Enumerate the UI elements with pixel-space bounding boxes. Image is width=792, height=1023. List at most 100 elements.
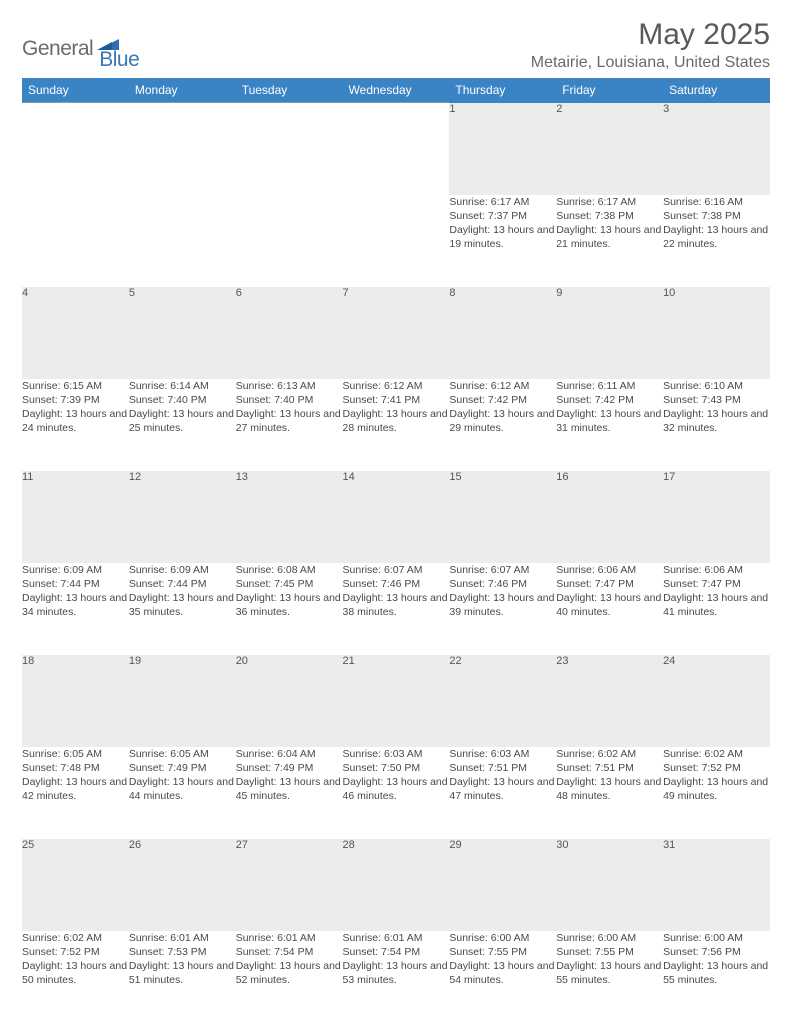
- day-number-row: 25262728293031: [22, 839, 770, 931]
- daylight-text: Daylight: 13 hours and 44 minutes.: [129, 775, 236, 803]
- sunrise-text: Sunrise: 6:01 AM: [236, 931, 343, 945]
- day-detail-cell: Sunrise: 6:13 AMSunset: 7:40 PMDaylight:…: [236, 379, 343, 471]
- day-number-cell: 28: [343, 839, 450, 931]
- daylight-text: Daylight: 13 hours and 32 minutes.: [663, 407, 770, 435]
- day-header: Saturday: [663, 78, 770, 103]
- day-detail-cell: Sunrise: 6:15 AMSunset: 7:39 PMDaylight:…: [22, 379, 129, 471]
- sunset-text: Sunset: 7:38 PM: [556, 209, 663, 223]
- day-number-cell: 5: [129, 287, 236, 379]
- day-number-cell: 24: [663, 655, 770, 747]
- sunset-text: Sunset: 7:47 PM: [556, 577, 663, 591]
- sunset-text: Sunset: 7:51 PM: [449, 761, 556, 775]
- day-detail-cell: Sunrise: 6:02 AMSunset: 7:51 PMDaylight:…: [556, 747, 663, 839]
- day-detail-cell: Sunrise: 6:12 AMSunset: 7:42 PMDaylight:…: [449, 379, 556, 471]
- daylight-text: Daylight: 13 hours and 55 minutes.: [556, 959, 663, 987]
- daylight-text: Daylight: 13 hours and 53 minutes.: [343, 959, 450, 987]
- day-number-cell: 2: [556, 103, 663, 195]
- sunset-text: Sunset: 7:56 PM: [663, 945, 770, 959]
- sunset-text: Sunset: 7:42 PM: [449, 393, 556, 407]
- sunrise-text: Sunrise: 6:14 AM: [129, 379, 236, 393]
- day-number-cell: 26: [129, 839, 236, 931]
- day-header: Monday: [129, 78, 236, 103]
- day-detail-cell: [129, 195, 236, 287]
- day-number-cell: 22: [449, 655, 556, 747]
- sunset-text: Sunset: 7:41 PM: [343, 393, 450, 407]
- sunrise-text: Sunrise: 6:12 AM: [449, 379, 556, 393]
- day-detail-cell: Sunrise: 6:01 AMSunset: 7:53 PMDaylight:…: [129, 931, 236, 1023]
- daylight-text: Daylight: 13 hours and 24 minutes.: [22, 407, 129, 435]
- sunset-text: Sunset: 7:48 PM: [22, 761, 129, 775]
- sunrise-text: Sunrise: 6:13 AM: [236, 379, 343, 393]
- day-detail-cell: Sunrise: 6:00 AMSunset: 7:55 PMDaylight:…: [449, 931, 556, 1023]
- day-number-cell: 15: [449, 471, 556, 563]
- day-detail-cell: Sunrise: 6:01 AMSunset: 7:54 PMDaylight:…: [236, 931, 343, 1023]
- day-header-row: Sunday Monday Tuesday Wednesday Thursday…: [22, 78, 770, 103]
- sunset-text: Sunset: 7:55 PM: [449, 945, 556, 959]
- daylight-text: Daylight: 13 hours and 47 minutes.: [449, 775, 556, 803]
- sunrise-text: Sunrise: 6:10 AM: [663, 379, 770, 393]
- day-header: Wednesday: [343, 78, 450, 103]
- sunrise-text: Sunrise: 6:05 AM: [22, 747, 129, 761]
- day-number-row: 18192021222324: [22, 655, 770, 747]
- daylight-text: Daylight: 13 hours and 41 minutes.: [663, 591, 770, 619]
- sunset-text: Sunset: 7:46 PM: [343, 577, 450, 591]
- sunrise-text: Sunrise: 6:17 AM: [449, 195, 556, 209]
- sunrise-text: Sunrise: 6:06 AM: [556, 563, 663, 577]
- day-detail-cell: Sunrise: 6:02 AMSunset: 7:52 PMDaylight:…: [22, 931, 129, 1023]
- daylight-text: Daylight: 13 hours and 54 minutes.: [449, 959, 556, 987]
- day-detail-cell: [343, 195, 450, 287]
- sunrise-text: Sunrise: 6:07 AM: [343, 563, 450, 577]
- sunrise-text: Sunrise: 6:00 AM: [449, 931, 556, 945]
- day-number-row: 11121314151617: [22, 471, 770, 563]
- day-detail-cell: Sunrise: 6:07 AMSunset: 7:46 PMDaylight:…: [343, 563, 450, 655]
- daylight-text: Daylight: 13 hours and 36 minutes.: [236, 591, 343, 619]
- day-number-cell: 17: [663, 471, 770, 563]
- daylight-text: Daylight: 13 hours and 45 minutes.: [236, 775, 343, 803]
- day-header: Friday: [556, 78, 663, 103]
- day-number-cell: 7: [343, 287, 450, 379]
- day-detail-cell: Sunrise: 6:10 AMSunset: 7:43 PMDaylight:…: [663, 379, 770, 471]
- sunset-text: Sunset: 7:44 PM: [22, 577, 129, 591]
- daylight-text: Daylight: 13 hours and 50 minutes.: [22, 959, 129, 987]
- calendar-body: 123Sunrise: 6:17 AMSunset: 7:37 PMDaylig…: [22, 103, 770, 1023]
- sunrise-text: Sunrise: 6:02 AM: [556, 747, 663, 761]
- day-detail-cell: Sunrise: 6:01 AMSunset: 7:54 PMDaylight:…: [343, 931, 450, 1023]
- day-detail-row: Sunrise: 6:02 AMSunset: 7:52 PMDaylight:…: [22, 931, 770, 1023]
- daylight-text: Daylight: 13 hours and 40 minutes.: [556, 591, 663, 619]
- sunset-text: Sunset: 7:38 PM: [663, 209, 770, 223]
- sunrise-text: Sunrise: 6:11 AM: [556, 379, 663, 393]
- sunrise-text: Sunrise: 6:15 AM: [22, 379, 129, 393]
- daylight-text: Daylight: 13 hours and 55 minutes.: [663, 959, 770, 987]
- daylight-text: Daylight: 13 hours and 46 minutes.: [343, 775, 450, 803]
- sunrise-text: Sunrise: 6:02 AM: [663, 747, 770, 761]
- day-number-cell: 18: [22, 655, 129, 747]
- sunset-text: Sunset: 7:54 PM: [236, 945, 343, 959]
- sunrise-text: Sunrise: 6:09 AM: [129, 563, 236, 577]
- day-number-cell: 14: [343, 471, 450, 563]
- sunset-text: Sunset: 7:51 PM: [556, 761, 663, 775]
- sunset-text: Sunset: 7:42 PM: [556, 393, 663, 407]
- daylight-text: Daylight: 13 hours and 39 minutes.: [449, 591, 556, 619]
- day-detail-row: Sunrise: 6:05 AMSunset: 7:48 PMDaylight:…: [22, 747, 770, 839]
- sunrise-text: Sunrise: 6:06 AM: [663, 563, 770, 577]
- sunset-text: Sunset: 7:40 PM: [236, 393, 343, 407]
- sunrise-text: Sunrise: 6:03 AM: [449, 747, 556, 761]
- day-detail-cell: Sunrise: 6:05 AMSunset: 7:49 PMDaylight:…: [129, 747, 236, 839]
- day-detail-cell: Sunrise: 6:12 AMSunset: 7:41 PMDaylight:…: [343, 379, 450, 471]
- month-title: May 2025: [531, 18, 770, 52]
- day-detail-cell: Sunrise: 6:06 AMSunset: 7:47 PMDaylight:…: [663, 563, 770, 655]
- daylight-text: Daylight: 13 hours and 35 minutes.: [129, 591, 236, 619]
- day-number-cell: [22, 103, 129, 195]
- day-detail-cell: Sunrise: 6:11 AMSunset: 7:42 PMDaylight:…: [556, 379, 663, 471]
- day-number-cell: 4: [22, 287, 129, 379]
- sunset-text: Sunset: 7:46 PM: [449, 577, 556, 591]
- day-number-cell: 19: [129, 655, 236, 747]
- day-number-cell: 31: [663, 839, 770, 931]
- day-detail-cell: Sunrise: 6:16 AMSunset: 7:38 PMDaylight:…: [663, 195, 770, 287]
- daylight-text: Daylight: 13 hours and 48 minutes.: [556, 775, 663, 803]
- day-number-cell: 29: [449, 839, 556, 931]
- daylight-text: Daylight: 13 hours and 42 minutes.: [22, 775, 129, 803]
- sunset-text: Sunset: 7:54 PM: [343, 945, 450, 959]
- day-detail-cell: Sunrise: 6:17 AMSunset: 7:38 PMDaylight:…: [556, 195, 663, 287]
- daylight-text: Daylight: 13 hours and 28 minutes.: [343, 407, 450, 435]
